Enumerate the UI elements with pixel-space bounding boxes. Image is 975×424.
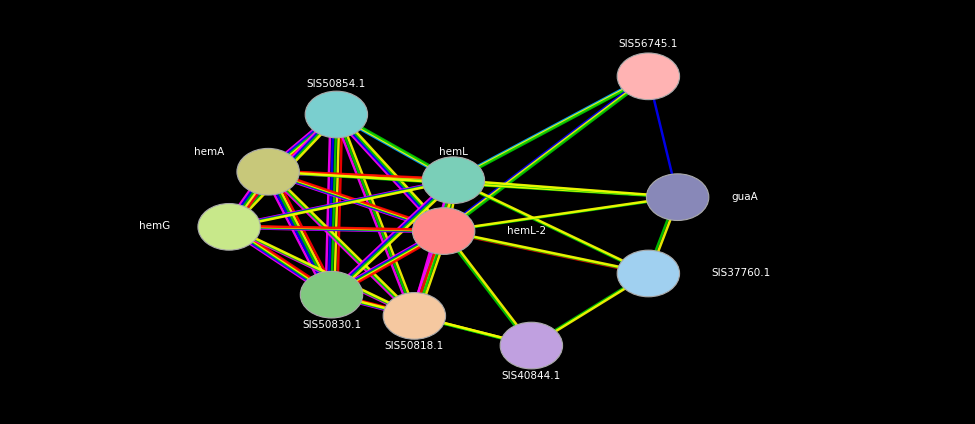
Ellipse shape xyxy=(617,250,680,297)
Ellipse shape xyxy=(237,148,299,195)
Ellipse shape xyxy=(617,53,680,100)
Text: SIS40844.1: SIS40844.1 xyxy=(502,371,561,381)
Ellipse shape xyxy=(500,322,563,369)
Ellipse shape xyxy=(305,91,368,138)
Text: hemA: hemA xyxy=(194,147,224,157)
Text: SIS56745.1: SIS56745.1 xyxy=(619,39,678,49)
Text: SIS50818.1: SIS50818.1 xyxy=(385,341,444,351)
Text: hemG: hemG xyxy=(139,220,171,231)
Ellipse shape xyxy=(300,271,363,318)
Text: hemL: hemL xyxy=(439,147,468,157)
Text: SIS50854.1: SIS50854.1 xyxy=(307,79,366,89)
Ellipse shape xyxy=(198,204,260,250)
Text: SIS37760.1: SIS37760.1 xyxy=(712,268,771,279)
Ellipse shape xyxy=(412,208,475,254)
Text: guaA: guaA xyxy=(731,192,758,202)
Ellipse shape xyxy=(646,174,709,220)
Text: SIS50830.1: SIS50830.1 xyxy=(302,320,361,330)
Ellipse shape xyxy=(383,293,446,339)
Ellipse shape xyxy=(422,157,485,204)
Text: hemL-2: hemL-2 xyxy=(507,226,546,236)
